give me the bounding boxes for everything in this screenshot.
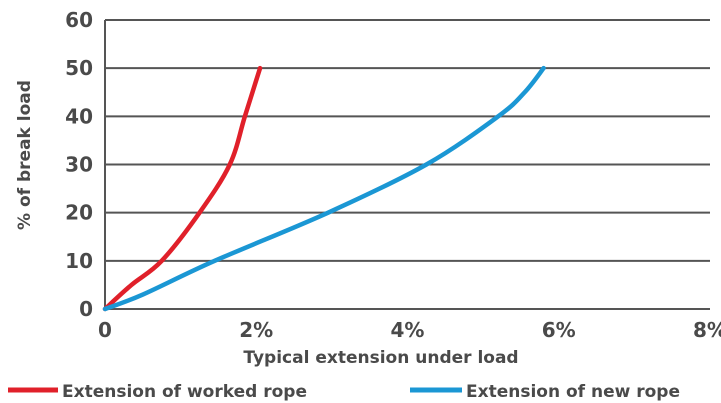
y-tick-label: 10	[65, 249, 93, 273]
y-tick-label: 30	[65, 153, 93, 177]
legend-label-worked-rope: Extension of worked rope	[62, 382, 307, 402]
y-axis-title: % of break load	[15, 80, 35, 230]
x-tick-labels: 0 2% 4% 6% 8%	[98, 318, 721, 342]
axes	[104, 20, 710, 310]
x-tick-label: 6%	[542, 318, 576, 342]
legend-label-new-rope: Extension of new rope	[466, 382, 680, 402]
y-tick-label: 0	[79, 297, 93, 321]
x-tick-label: 2%	[239, 318, 273, 342]
y-tick-labels: 0 10 20 30 40 50 60	[65, 8, 93, 321]
y-tick-label: 40	[65, 104, 93, 128]
series-lines	[102, 65, 546, 312]
x-tick-label: 8%	[693, 318, 721, 342]
legend: Extension of worked rope Extension of ne…	[8, 382, 680, 402]
x-tick-label: 4%	[391, 318, 425, 342]
series-line-worked-rope	[102, 65, 263, 312]
grid-lines	[105, 19, 710, 262]
x-tick-label: 0	[98, 318, 112, 342]
y-tick-label: 50	[65, 56, 93, 80]
y-tick-label: 20	[65, 201, 93, 225]
series-line-new-rope	[102, 65, 546, 312]
x-axis-title: Typical extension under load	[243, 348, 518, 368]
y-tick-label: 60	[65, 8, 93, 32]
